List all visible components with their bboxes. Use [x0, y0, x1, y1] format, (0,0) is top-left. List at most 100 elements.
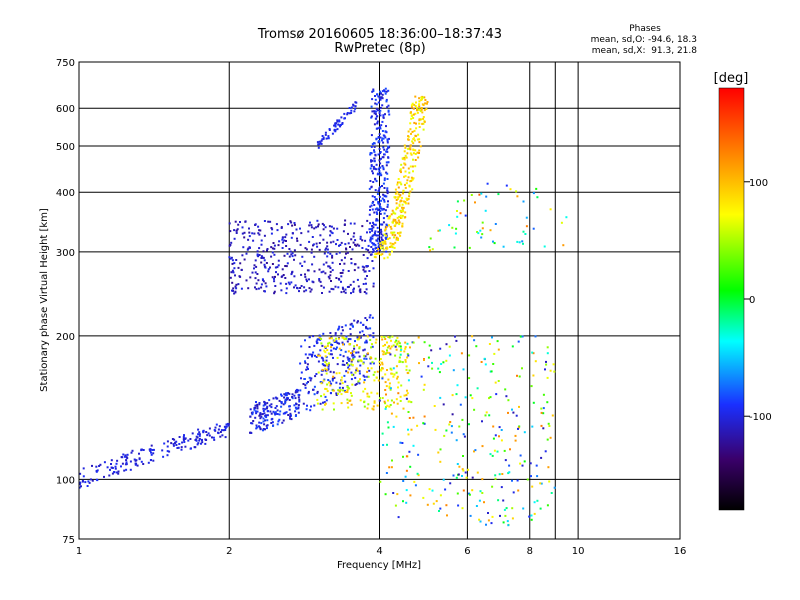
- scatter-point: [198, 431, 201, 434]
- scatter-point: [354, 263, 357, 266]
- scatter-point: [371, 237, 374, 240]
- scatter-point: [389, 387, 392, 390]
- scatter-point: [376, 240, 379, 242]
- scatter-point: [446, 514, 448, 517]
- scatter-point: [295, 407, 298, 410]
- scatter-point: [294, 397, 297, 400]
- scatter-point: [403, 350, 406, 353]
- scatter-point: [396, 181, 399, 184]
- scatter-point: [266, 405, 269, 408]
- scatter-point: [305, 248, 308, 251]
- scatter-point: [262, 429, 264, 432]
- scatter-point: [493, 449, 496, 452]
- scatter-point: [437, 229, 440, 232]
- scatter-point: [341, 271, 344, 274]
- scatter-point: [412, 158, 414, 161]
- scatter-point: [399, 200, 402, 203]
- scatter-point: [412, 341, 415, 344]
- scatter-point: [198, 437, 201, 440]
- scatter-point: [383, 177, 386, 180]
- scatter-point: [405, 156, 408, 159]
- scatter-point: [319, 354, 322, 357]
- scatter-point: [305, 278, 308, 281]
- scatter-point: [108, 474, 111, 477]
- scatter-point: [344, 389, 346, 392]
- scatter-point: [309, 290, 312, 293]
- scatter-point: [375, 137, 378, 140]
- scatter-point: [394, 218, 397, 221]
- scatter-point: [147, 461, 150, 464]
- scatter-point: [443, 434, 446, 437]
- scatter-point: [291, 224, 294, 227]
- scatter-point: [491, 485, 494, 488]
- scatter-point: [376, 120, 379, 123]
- scatter-point: [214, 426, 217, 429]
- scatter-point: [380, 139, 383, 142]
- scatter-point: [480, 236, 483, 239]
- scatter-point: [299, 262, 302, 265]
- scatter-point: [391, 221, 394, 224]
- scatter-point: [289, 412, 292, 415]
- scatter-point: [354, 239, 357, 242]
- scatter-point: [390, 232, 393, 235]
- scatter-point: [129, 460, 132, 463]
- scatter-point: [502, 245, 505, 248]
- scatter-point: [359, 288, 362, 291]
- scatter-point: [274, 411, 277, 414]
- scatter-point: [391, 233, 394, 236]
- scatter-point: [256, 407, 259, 410]
- scatter-point: [549, 369, 552, 372]
- scatter-point: [387, 104, 390, 107]
- scatter-point: [174, 442, 177, 445]
- scatter-point: [341, 336, 344, 339]
- scatter-point: [401, 225, 404, 228]
- scatter-point: [439, 396, 442, 399]
- scatter-point: [324, 361, 327, 364]
- scatter-point: [370, 134, 373, 137]
- scatter-point: [366, 407, 369, 410]
- scatter-point: [371, 316, 374, 319]
- scatter-point: [175, 440, 178, 443]
- scatter-point: [326, 255, 329, 258]
- scatter-point: [379, 206, 382, 208]
- scatter-point: [327, 251, 330, 254]
- scatter-point: [310, 248, 313, 251]
- scatter-point: [117, 470, 120, 473]
- scatter-point: [377, 172, 380, 175]
- scatter-point: [368, 369, 371, 372]
- scatter-point: [532, 401, 535, 404]
- scatter-point: [343, 363, 346, 366]
- scatter-point: [381, 376, 384, 379]
- scatter-point: [344, 256, 346, 259]
- scatter-point: [133, 458, 136, 461]
- scatter-point: [553, 370, 556, 373]
- scatter-point: [405, 455, 408, 458]
- scatter-point: [354, 105, 357, 108]
- scatter-point: [544, 368, 546, 371]
- scatter-point: [370, 116, 373, 119]
- scatter-point: [410, 132, 412, 135]
- scatter-point: [320, 373, 323, 376]
- scatter-point: [322, 263, 325, 266]
- scatter-point: [459, 212, 462, 215]
- scatter-point: [467, 468, 470, 471]
- scatter-point: [398, 221, 401, 224]
- scatter-point: [303, 286, 306, 289]
- scatter-point: [270, 227, 273, 229]
- scatter-point: [497, 499, 500, 502]
- scatter-point: [352, 288, 355, 291]
- scatter-point: [451, 413, 454, 416]
- scatter-point: [351, 383, 354, 386]
- scatter-point: [342, 269, 345, 272]
- scatter-point: [266, 414, 269, 417]
- scatter-point: [546, 346, 549, 349]
- scatter-point: [363, 400, 366, 403]
- scatter-point: [481, 233, 484, 236]
- scatter-point: [318, 268, 321, 271]
- scatter-point: [532, 227, 535, 230]
- scatter-point: [313, 385, 316, 388]
- scatter-point: [280, 226, 283, 229]
- scatter-point: [545, 360, 547, 363]
- scatter-point: [304, 361, 307, 364]
- scatter-point: [390, 339, 392, 342]
